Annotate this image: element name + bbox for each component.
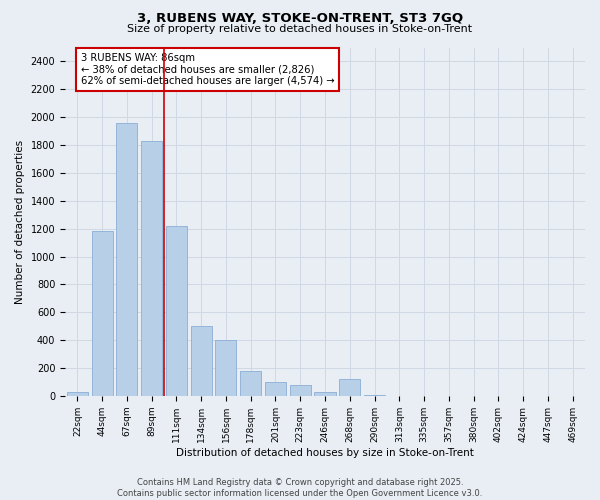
Bar (67, 392, 88, 396)
Bar (215, 340, 236, 396)
Bar (314, 392, 335, 396)
Bar (364, 395, 385, 396)
Text: Size of property relative to detached houses in Stoke-on-Trent: Size of property relative to detached ho… (127, 24, 473, 34)
Text: 3, RUBENS WAY, STOKE-ON-TRENT, ST3 7GQ: 3, RUBENS WAY, STOKE-ON-TRENT, ST3 7GQ (137, 12, 463, 26)
Bar (191, 326, 212, 396)
Bar (265, 382, 286, 396)
Bar (339, 379, 360, 396)
Bar (240, 372, 261, 396)
Text: Contains HM Land Registry data © Crown copyright and database right 2025.
Contai: Contains HM Land Registry data © Crown c… (118, 478, 482, 498)
Bar (290, 386, 311, 396)
Bar (116, 122, 137, 396)
Bar (141, 141, 162, 396)
Y-axis label: Number of detached properties: Number of detached properties (15, 140, 25, 304)
X-axis label: Distribution of detached houses by size in Stoke-on-Trent: Distribution of detached houses by size … (176, 448, 474, 458)
Bar (92, 232, 113, 396)
Text: 3 RUBENS WAY: 86sqm
← 38% of detached houses are smaller (2,826)
62% of semi-det: 3 RUBENS WAY: 86sqm ← 38% of detached ho… (80, 52, 334, 86)
Bar (166, 226, 187, 396)
